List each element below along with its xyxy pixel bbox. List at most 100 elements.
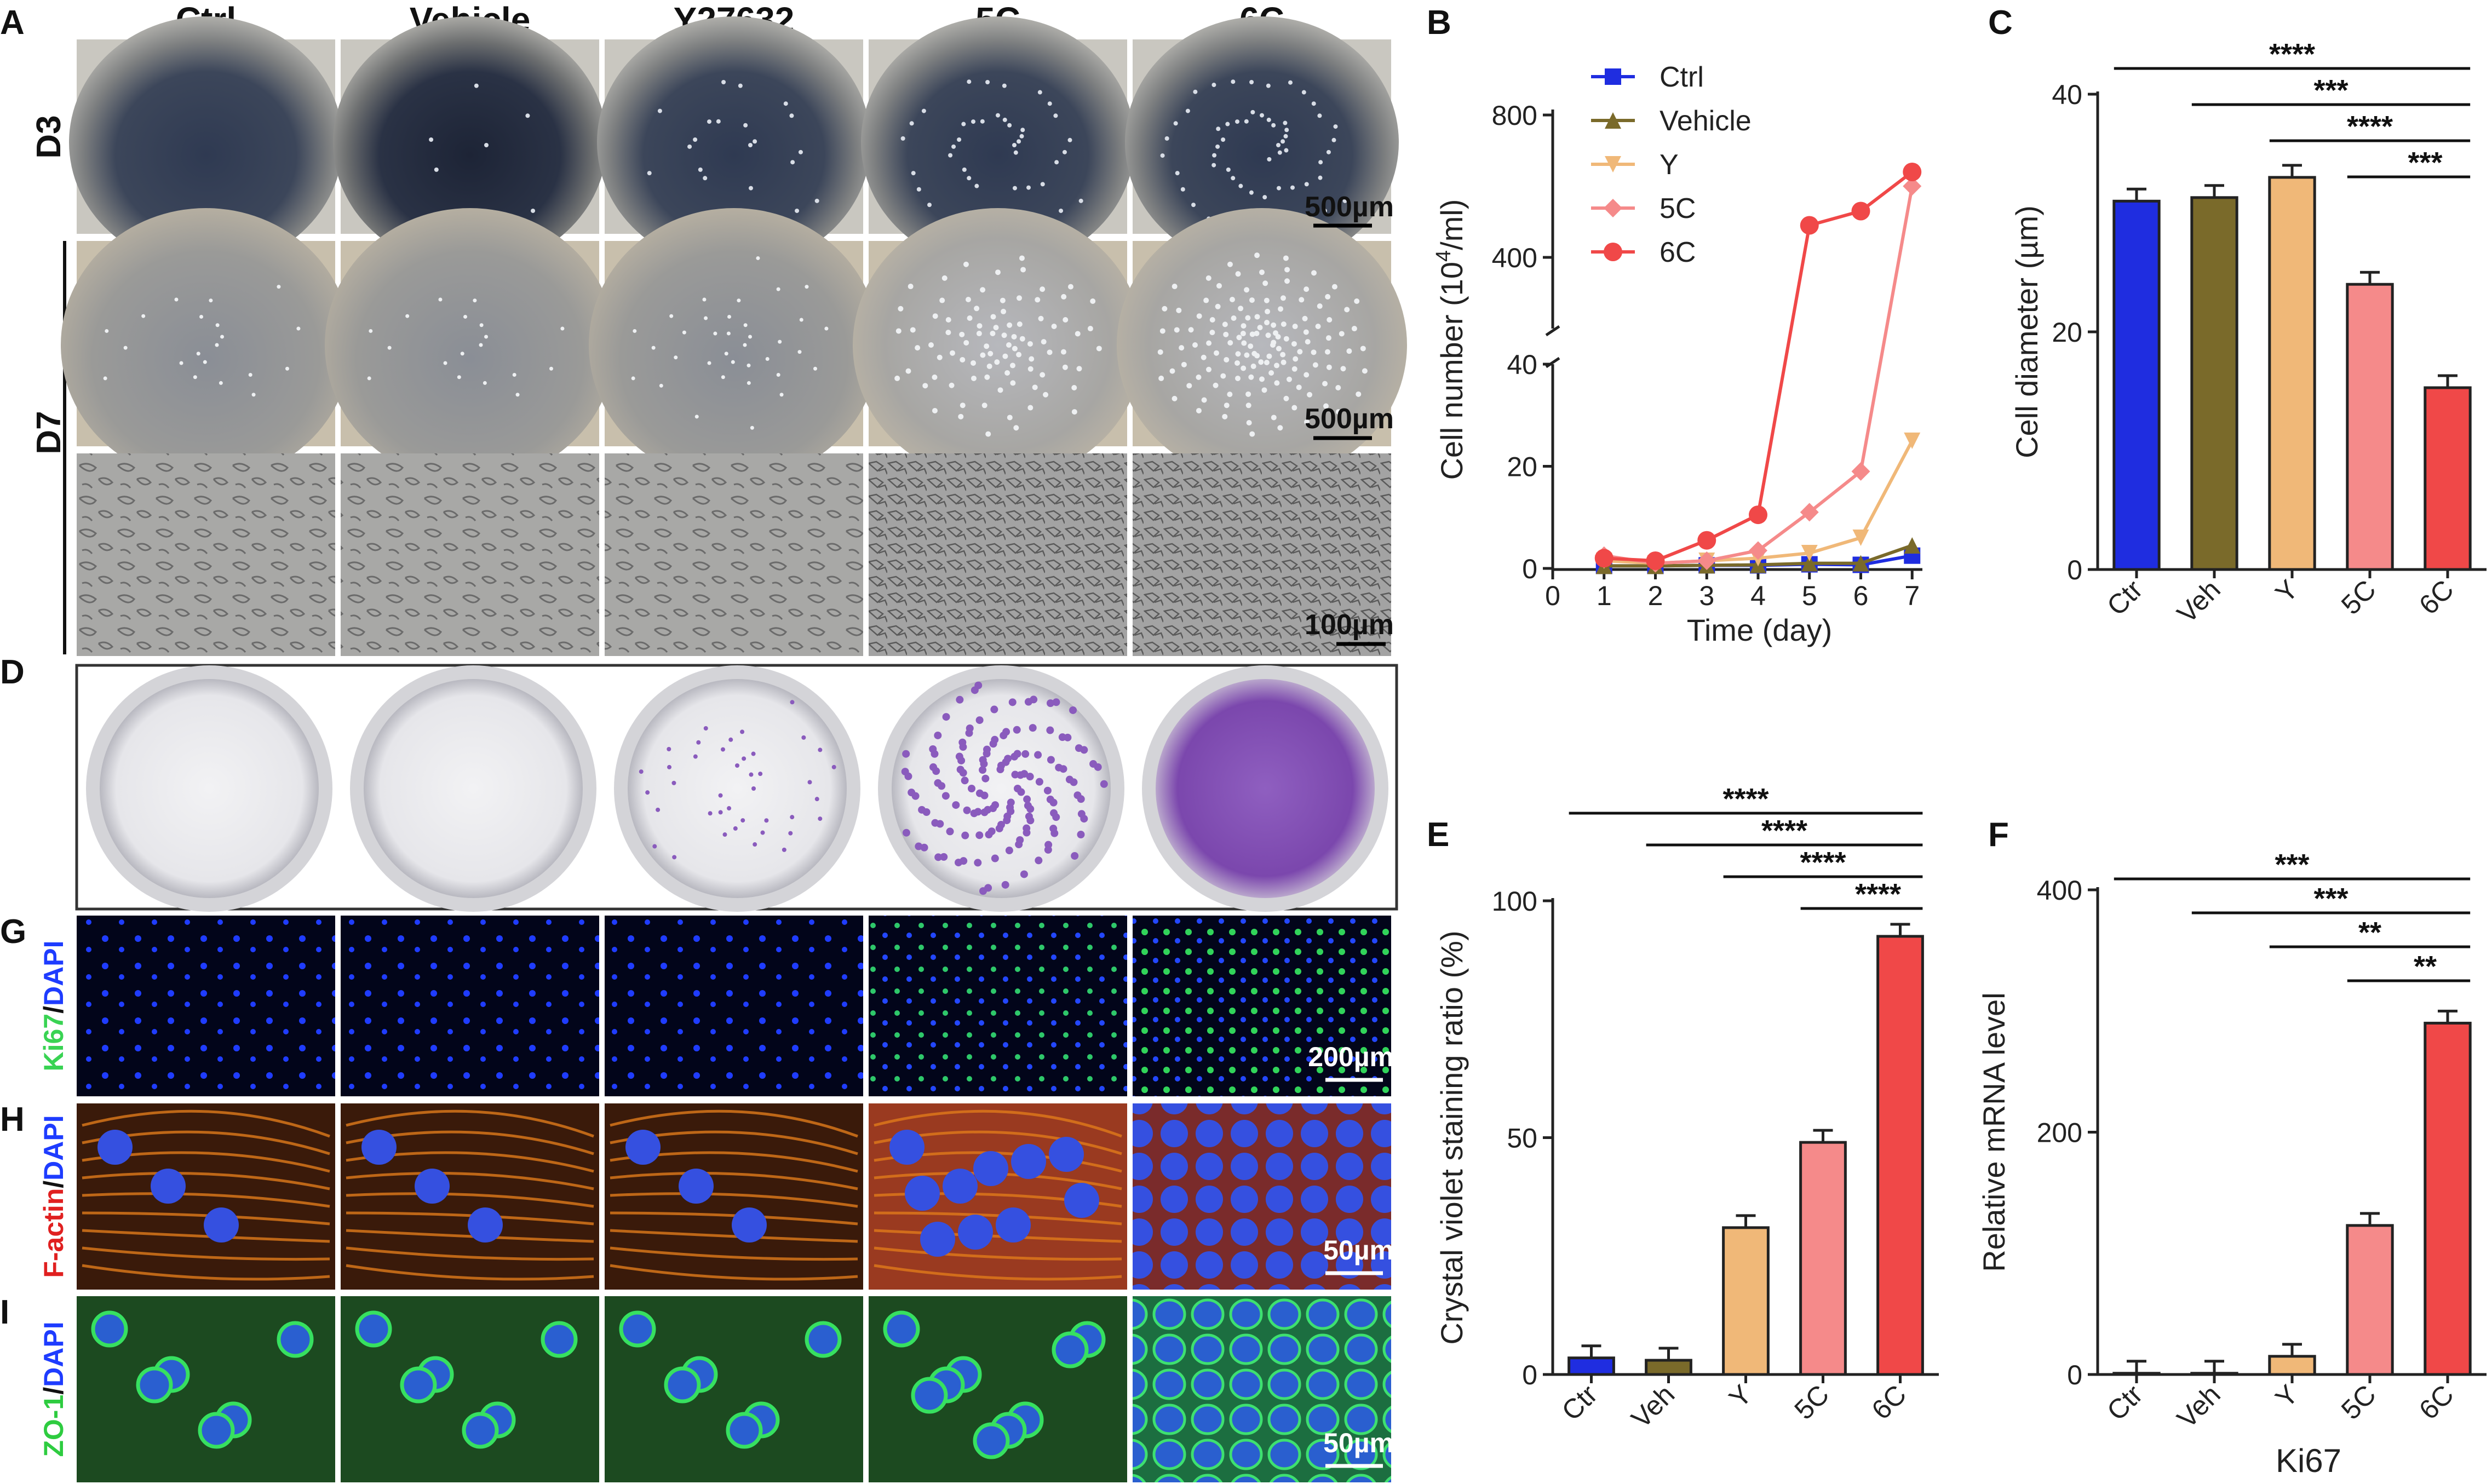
d3-cell-dot bbox=[789, 113, 794, 118]
d7-cell-dot bbox=[1016, 295, 1022, 301]
well-colony bbox=[1047, 699, 1054, 708]
d7-cell-dot bbox=[1201, 354, 1207, 360]
d7-cell-dot bbox=[1075, 331, 1081, 337]
d3-cell-dot bbox=[1323, 208, 1328, 213]
well-colony bbox=[667, 747, 671, 751]
d7-cell-dot bbox=[1325, 294, 1331, 300]
well-colony bbox=[1017, 788, 1025, 796]
well-colony bbox=[722, 832, 727, 837]
data-point-6c bbox=[1646, 551, 1665, 571]
well-colony bbox=[1024, 802, 1032, 810]
d3-cell-dot bbox=[1173, 121, 1178, 126]
stain-dapi-i: DAPI bbox=[38, 1321, 69, 1387]
well-colony bbox=[1075, 744, 1083, 752]
d3-cell-dot bbox=[1301, 90, 1306, 95]
well-colony bbox=[672, 855, 677, 860]
d7-cell-dot bbox=[1213, 382, 1219, 388]
d7-cell-dot bbox=[1001, 308, 1007, 314]
well-colony bbox=[639, 769, 644, 774]
d7-cell-dot bbox=[1012, 346, 1018, 352]
d7-cell-dot bbox=[1356, 391, 1362, 397]
d3-cell-dot bbox=[434, 167, 439, 172]
d3-cell-dot bbox=[1326, 149, 1331, 154]
d7-cell-dot bbox=[1249, 331, 1255, 337]
series-line-6c bbox=[1604, 170, 1914, 563]
d7-cell-dot bbox=[805, 285, 809, 289]
d7-cell-dot bbox=[963, 340, 969, 346]
d7-cell-dot bbox=[1284, 278, 1290, 284]
d7-cell-dot bbox=[1254, 353, 1260, 359]
x-tick-label: 3 bbox=[1699, 580, 1714, 611]
well-colony bbox=[1016, 836, 1024, 844]
d7-cell-dot bbox=[1220, 373, 1226, 379]
d7-cell-dot bbox=[987, 350, 994, 356]
d7-cell-dot bbox=[1304, 419, 1310, 425]
d7-cell-dot bbox=[1323, 403, 1329, 409]
d3-cell-dot bbox=[1078, 198, 1083, 203]
well-colony bbox=[1005, 847, 1013, 855]
actin-fiber bbox=[610, 1192, 858, 1208]
d7-cell-dot bbox=[824, 326, 829, 331]
d7-cell-dot bbox=[941, 275, 948, 281]
well-colony bbox=[1023, 824, 1031, 832]
d3-cell-dot bbox=[967, 79, 972, 84]
bar-veh bbox=[1645, 1359, 1692, 1376]
d3-cell-dot bbox=[1020, 128, 1025, 133]
d7-cell-dot bbox=[460, 352, 464, 356]
well-colony bbox=[1026, 773, 1034, 781]
d7-cell-dot bbox=[939, 297, 945, 303]
x-tick-label: 2 bbox=[1648, 580, 1663, 611]
nucleus bbox=[625, 1130, 661, 1165]
well-colony bbox=[749, 772, 754, 777]
significance-stars: **** bbox=[2269, 38, 2315, 71]
d7-cell-dot bbox=[1324, 349, 1330, 355]
well-2 bbox=[628, 679, 847, 898]
d7-cell-dot bbox=[484, 335, 489, 339]
d7-cell-dot bbox=[986, 363, 992, 369]
nucleus bbox=[905, 1176, 940, 1211]
well-colony bbox=[760, 830, 765, 835]
well-colony bbox=[740, 729, 745, 734]
d3-cell-dot bbox=[693, 137, 698, 142]
d7-cell-dot bbox=[1311, 270, 1317, 276]
d7-cell-dot bbox=[1186, 383, 1192, 389]
d7-cell-dot bbox=[980, 352, 986, 358]
d7-cell-dot bbox=[1303, 329, 1309, 335]
d3-cell-dot bbox=[962, 167, 967, 172]
well-4 bbox=[1156, 679, 1375, 898]
well-colony bbox=[974, 808, 982, 816]
d3-cell-dot bbox=[957, 137, 962, 142]
d7-cell-dot bbox=[1257, 325, 1263, 331]
well-colony bbox=[740, 818, 745, 823]
d3-cell-dot bbox=[1249, 79, 1254, 84]
d3-cell-dot bbox=[1164, 136, 1169, 141]
legend-marker-vehicle bbox=[1605, 112, 1621, 129]
d7-cell-dot bbox=[199, 314, 204, 319]
image-g-0 bbox=[77, 916, 335, 1096]
panel-e-chart: E 0 50 100 Crystal violet staining ratio (%)… bbox=[1427, 783, 1939, 1434]
well-colony bbox=[957, 756, 966, 764]
panel-b-chart: B 0 20 40 400 800 0 1 2 3 4 5 6 7 Time (day) Cell numbe… bbox=[1427, 4, 1922, 647]
well-colony bbox=[997, 821, 1005, 829]
d7-cell-dot bbox=[1158, 375, 1164, 381]
nucleus bbox=[889, 1130, 925, 1165]
y-tick-label-low: 0 bbox=[1522, 554, 1537, 584]
d7-cell-dot bbox=[905, 368, 911, 374]
nucleus bbox=[151, 1169, 186, 1204]
d7-cell-dot bbox=[702, 297, 707, 302]
nucleus bbox=[361, 1130, 397, 1165]
d7-cell-dot bbox=[1250, 363, 1256, 369]
d7-cell-dot bbox=[1271, 415, 1277, 421]
legend-label-6c: 6C bbox=[1660, 237, 1696, 268]
actin-fiber bbox=[82, 1172, 330, 1190]
d3-cell-dot bbox=[1238, 183, 1243, 188]
d7-cell-dot bbox=[1315, 324, 1321, 330]
bar-ctr bbox=[2112, 1372, 2161, 1376]
bar-y bbox=[2268, 1355, 2316, 1376]
actin-fiber bbox=[874, 1264, 1122, 1281]
d7-cell-dot bbox=[1157, 349, 1163, 355]
significance-stars: *** bbox=[2408, 146, 2442, 179]
d7-cell-dot bbox=[1043, 392, 1049, 398]
d7-cell-dot bbox=[1214, 350, 1220, 356]
d7-high-image-0 bbox=[77, 453, 335, 656]
